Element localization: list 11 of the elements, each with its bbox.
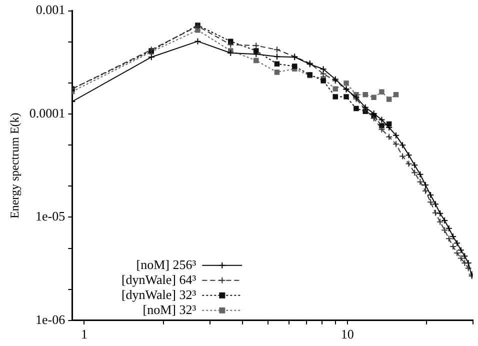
y-tick-label: 0.001 — [36, 2, 66, 18]
legend-label: [dynWale] 64³ — [121, 272, 196, 287]
y-tick-label: 1e-06 — [36, 312, 66, 327]
x-tick-label: 1 — [80, 326, 88, 342]
y-axis-title: Energy spectrum E(k) — [7, 112, 22, 218]
legend-label: [noM] 32³ — [142, 302, 196, 317]
y-tick-label: 0.0001 — [29, 105, 66, 120]
x-tick-label: 10 — [340, 326, 354, 342]
y-tick-label: 1e-05 — [36, 208, 66, 224]
legend-label: [dynWale] 32³ — [121, 286, 196, 302]
legend-label: [noM] 256³ — [136, 256, 196, 272]
